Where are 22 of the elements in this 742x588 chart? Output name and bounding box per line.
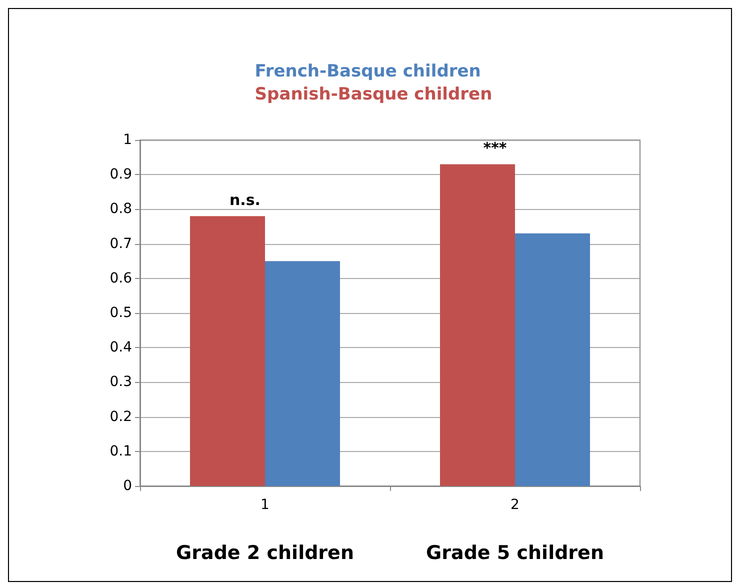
annotation: ***	[483, 139, 507, 158]
y-tick-label: 0.7	[110, 236, 132, 252]
y-tick-label: 0.1	[110, 443, 132, 460]
y-tick-label: 0	[123, 478, 132, 494]
y-tick-label: 0.4	[110, 340, 132, 356]
text: French-Basque children	[254, 62, 481, 82]
bar	[440, 164, 515, 486]
y-tick-label: 0.5	[110, 305, 132, 321]
y-tick-label: 0.3	[110, 374, 132, 390]
text: Grade 5 children	[426, 542, 604, 564]
annotation: n.s.	[229, 191, 261, 210]
bar	[265, 261, 340, 486]
x-tick-label: 2	[510, 497, 520, 513]
bar	[515, 233, 590, 486]
y-tick-label: 1	[123, 132, 132, 148]
bar	[190, 216, 265, 486]
y-tick-label: 0.2	[110, 408, 132, 425]
text: Spanish-Basque children	[254, 84, 492, 104]
y-tick-label: 0.8	[110, 201, 132, 218]
y-tick-label: 0.6	[110, 270, 132, 286]
y-tick-label: 0.9	[110, 166, 132, 183]
text: Grade 2 children	[176, 542, 354, 564]
